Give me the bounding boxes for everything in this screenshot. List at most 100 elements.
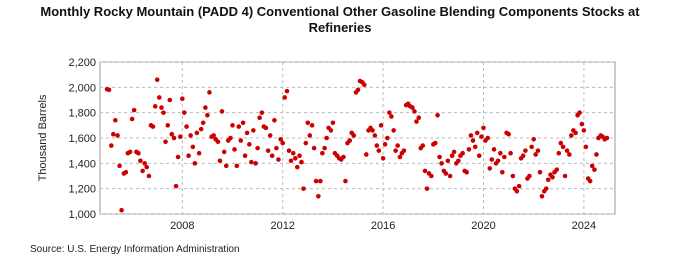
data-point (305, 120, 311, 126)
data-point (476, 153, 482, 159)
data-point (581, 128, 587, 133)
x-tick-label: 2016 (371, 220, 395, 232)
data-point (171, 135, 177, 141)
data-point (115, 133, 120, 138)
data-point (410, 105, 415, 110)
data-point (269, 153, 275, 159)
data-point (249, 159, 254, 165)
data-point (175, 154, 181, 160)
data-point (217, 158, 223, 164)
data-point (510, 173, 516, 179)
data-point (343, 178, 348, 184)
data-point (341, 154, 346, 160)
data-point (324, 135, 329, 141)
data-point (247, 142, 252, 147)
data-point (290, 150, 296, 156)
data-point (113, 117, 118, 123)
data-point (215, 139, 221, 145)
data-point (401, 148, 407, 153)
data-point (190, 144, 196, 150)
data-point (301, 186, 306, 191)
data-point (569, 133, 574, 138)
data-point (539, 193, 545, 199)
data-point (395, 143, 400, 148)
data-point (537, 169, 543, 175)
data-point (178, 134, 183, 140)
data-point (451, 149, 457, 155)
data-point (579, 121, 585, 127)
data-point (244, 130, 250, 136)
data-point (495, 158, 501, 164)
data-point (456, 158, 461, 164)
data-point (280, 140, 286, 146)
y-tick-label: 1,200 (68, 184, 96, 196)
data-point (265, 148, 271, 153)
data-point (311, 145, 317, 151)
data-point (186, 153, 191, 159)
data-point (380, 155, 386, 161)
data-point (363, 152, 369, 157)
data-point (470, 138, 476, 143)
data-point (412, 109, 417, 114)
y-tick-label: 1,600 (68, 133, 96, 145)
data-point (221, 149, 227, 155)
data-point (259, 110, 265, 115)
data-point (397, 154, 403, 160)
data-point (372, 133, 378, 138)
data-point (385, 135, 390, 141)
data-point (420, 143, 426, 148)
data-point (573, 130, 578, 136)
data-point (330, 120, 336, 126)
data-point (468, 133, 474, 138)
y-tick-label: 1,800 (68, 108, 96, 120)
data-point (232, 147, 237, 152)
data-point (127, 149, 133, 155)
data-point (594, 152, 599, 157)
data-point (167, 97, 173, 103)
data-point (500, 169, 505, 175)
data-point (136, 150, 141, 156)
source-note: Source: U.S. Energy Information Administ… (30, 244, 240, 255)
data-point (161, 110, 166, 115)
title-box: Monthly Rocky Mountain (PADD 4) Conventi… (40, 4, 639, 35)
data-point (203, 105, 208, 110)
data-point (318, 178, 323, 184)
data-point (554, 167, 560, 172)
data-point (587, 178, 593, 184)
data-point (378, 123, 384, 128)
data-point (117, 163, 122, 169)
data-point (188, 133, 193, 138)
data-point (523, 148, 528, 153)
y-tick-label: 1,400 (68, 158, 96, 170)
data-point (263, 125, 269, 131)
data-point (533, 152, 538, 157)
data-point (428, 173, 434, 179)
data-point (286, 148, 292, 153)
data-point (491, 147, 497, 152)
data-point (355, 87, 361, 93)
data-point (560, 144, 566, 150)
data-point (361, 82, 367, 88)
data-point (437, 154, 442, 160)
data-point (567, 152, 572, 157)
data-point (316, 193, 321, 199)
data-point (111, 131, 116, 137)
data-point (474, 130, 480, 136)
data-point (487, 166, 493, 171)
data-point (251, 128, 256, 133)
data-point (516, 183, 522, 189)
data-point (156, 95, 162, 100)
data-point (144, 164, 149, 170)
data-point (447, 173, 453, 179)
data-point (589, 163, 595, 169)
data-point (194, 130, 200, 136)
data-point (424, 186, 430, 191)
data-point (274, 145, 279, 151)
data-point (272, 117, 277, 123)
data-point (485, 135, 491, 141)
data-point (119, 207, 124, 213)
data-point (376, 148, 382, 153)
data-point (592, 167, 597, 172)
data-point (159, 105, 164, 110)
